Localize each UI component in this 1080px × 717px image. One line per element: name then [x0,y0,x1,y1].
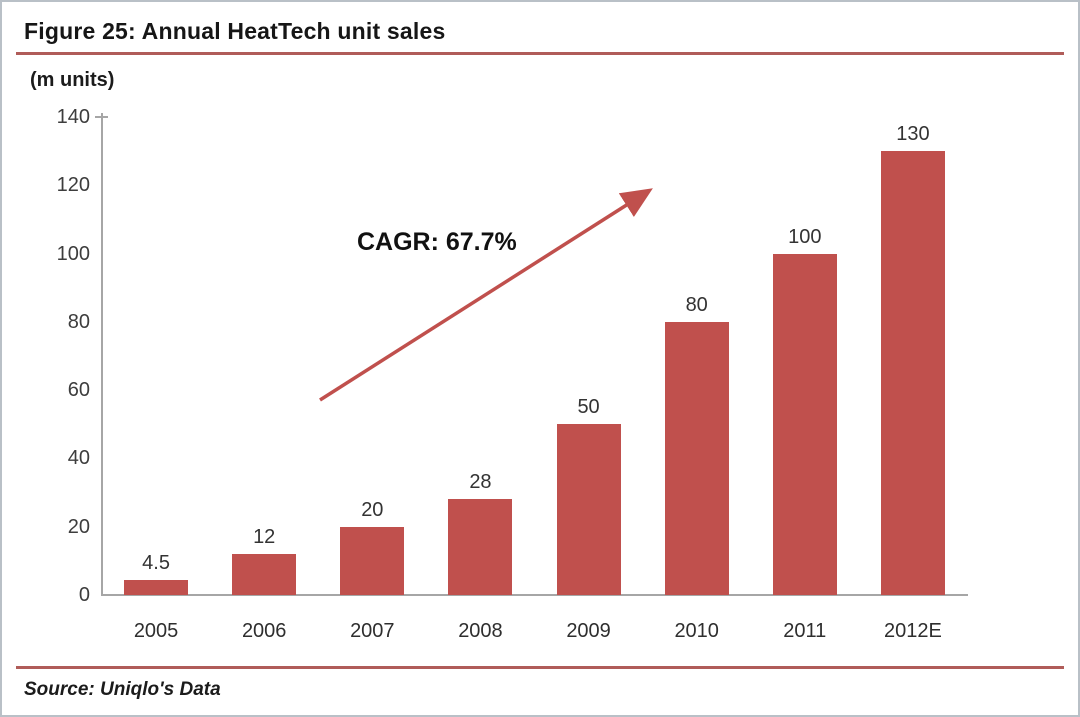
y-axis-top-tick [95,116,108,118]
x-axis-category-labels: 2005 2006 2007 2008 2009 2010 2011 2012E [102,620,967,643]
y-axis-tick-label: 140 [56,106,90,128]
y-axis-line [101,113,103,596]
y-axis-tick-label: 60 [67,379,90,402]
cagr-annotation-label: CAGR: 67.7% [357,228,517,256]
x-axis-category-label: 2007 [350,620,395,642]
x-axis-category-label: 2010 [674,620,719,642]
y-axis-tick-label: 20 [67,515,90,538]
bar-slot-2006: 12 [210,117,318,595]
bar-value-label: 100 [788,226,822,248]
bar [880,151,945,595]
title-underline-rule [16,52,1064,55]
bar [664,322,729,595]
bar [232,554,297,595]
bar-value-label: 12 [253,526,276,548]
bar [556,424,621,595]
y-axis-tick-label: 40 [67,447,90,470]
bar-slot-2012E: 130 [859,117,967,595]
bar [772,254,837,595]
bar-value-label: 28 [469,471,492,493]
bar-series: 4.5 12 20 28 50 80 100 130 [102,117,967,595]
bar [124,580,189,595]
bar-slot-2010: 80 [643,117,751,595]
figure-title: Figure 25: Annual HeatTech unit sales [24,18,446,44]
bar-value-label: 130 [896,123,930,145]
x-axis-category-label: 2011 [783,620,827,642]
y-axis-tick-label: 0 [78,584,90,606]
bar-value-label: 80 [685,294,708,316]
footer-rule [16,666,1064,669]
y-axis-tick-label: 100 [56,242,90,265]
x-axis-line [102,594,968,596]
y-axis-units-label: (m units) [30,69,115,91]
bar-slot-2007: 20 [318,117,426,595]
bar-value-label: 4.5 [142,552,170,574]
y-axis-tick-label: 120 [56,174,90,197]
x-axis-category-label: 2012E [884,620,942,642]
x-axis-category-label: 2009 [566,620,611,642]
bar-slot-2009: 50 [535,117,643,595]
bar-value-label: 50 [577,396,600,418]
y-axis-tick-label: 80 [67,310,90,333]
bar-slot-2005: 4.5 [102,117,210,595]
x-axis-category-label: 2008 [458,620,503,642]
source-note: Source: Uniqlo's Data [24,679,221,700]
bar-value-label: 20 [361,499,384,521]
x-axis-category-label: 2006 [241,620,287,642]
x-axis-category-label: 2005 [133,620,179,642]
bar-slot-2011: 100 [751,117,859,595]
bar [448,499,513,595]
bar [340,527,405,595]
bar-slot-2008: 28 [426,117,534,595]
